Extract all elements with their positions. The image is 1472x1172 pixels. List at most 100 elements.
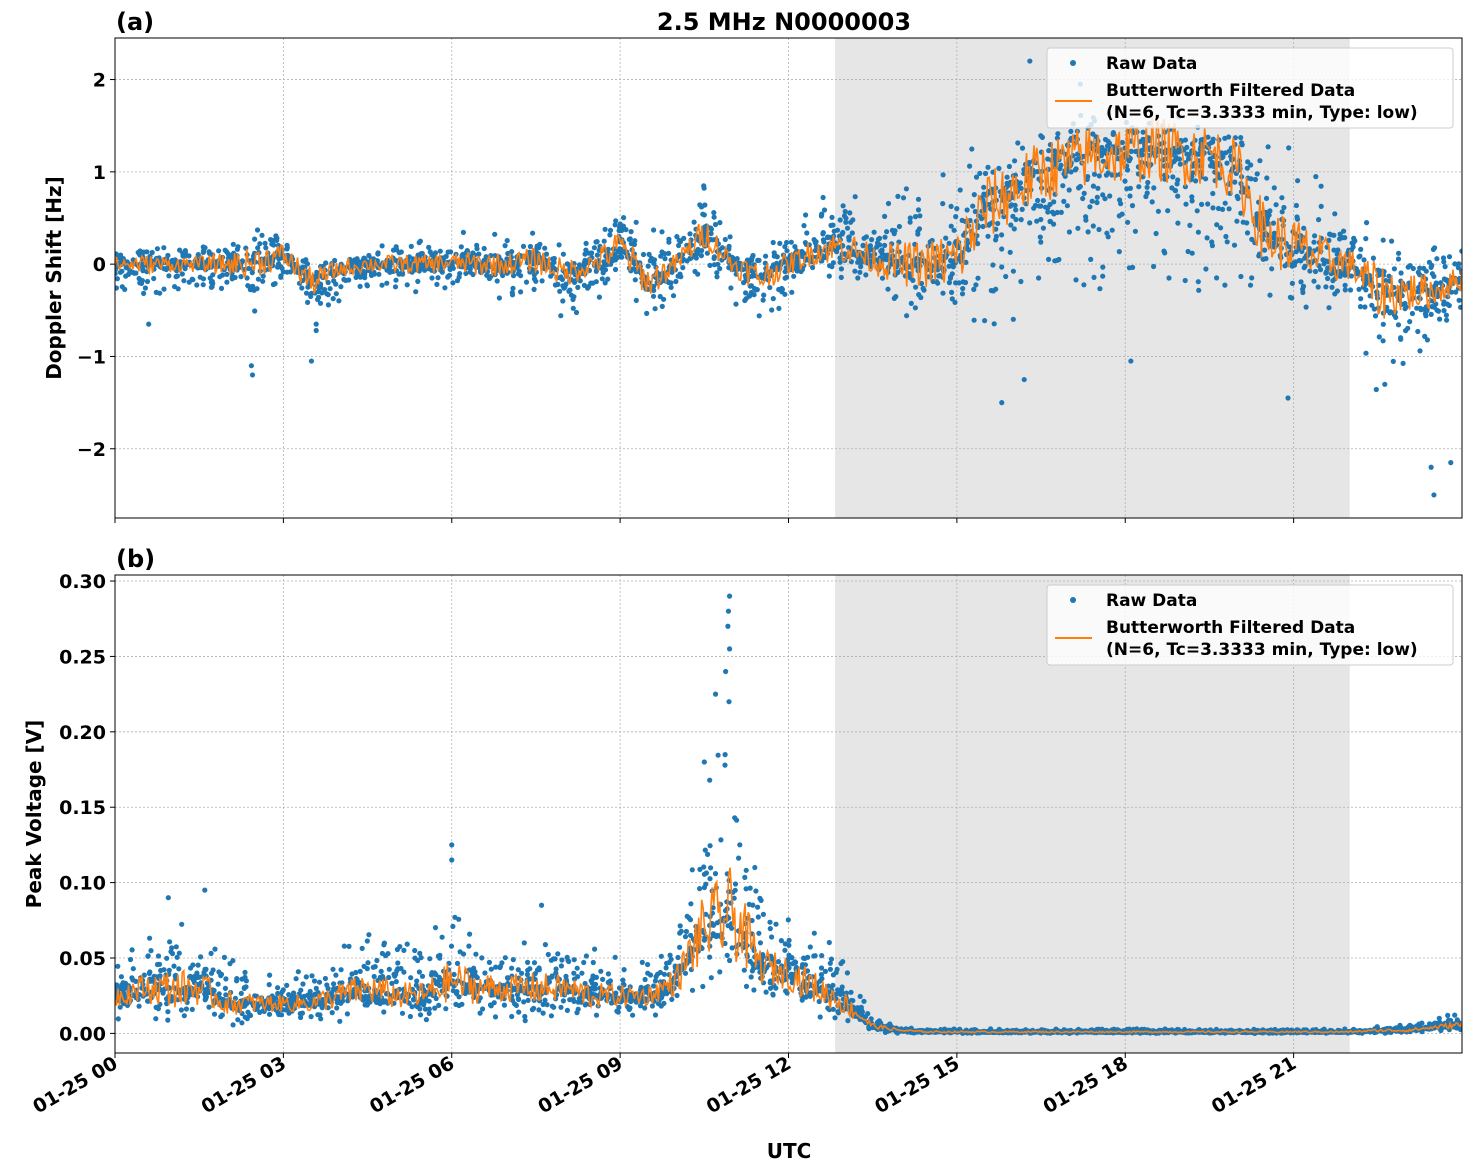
raw-point: [1356, 286, 1362, 292]
raw-point: [972, 208, 978, 215]
y-tick-label: 1: [93, 162, 106, 184]
raw-point: [727, 957, 733, 964]
raw-point: [1094, 194, 1100, 200]
raw-point: [571, 294, 577, 300]
raw-point: [239, 259, 245, 265]
raw-point: [1358, 296, 1364, 302]
raw-point: [785, 917, 791, 923]
legend-filtered-params: (N=6, Tc=3.3333 min, Type: low): [1106, 103, 1418, 123]
raw-point: [1327, 231, 1333, 237]
raw-point: [993, 286, 999, 292]
raw-point-outlier: [308, 358, 315, 364]
raw-point: [147, 969, 153, 975]
raw-point: [843, 215, 849, 221]
raw-point: [666, 250, 672, 256]
raw-point: [946, 280, 953, 286]
raw-point: [689, 867, 695, 873]
raw-point: [243, 978, 249, 984]
raw-point: [1011, 226, 1017, 232]
raw-point: [1422, 333, 1428, 339]
raw-point: [775, 959, 782, 965]
raw-point: [830, 1006, 836, 1012]
raw-point: [1001, 214, 1007, 220]
raw-point: [993, 237, 999, 243]
raw-point: [555, 951, 561, 957]
raw-point: [708, 865, 714, 871]
raw-point: [1129, 203, 1136, 209]
raw-point: [1441, 308, 1447, 314]
raw-point: [758, 897, 764, 904]
raw-point: [627, 1005, 633, 1011]
raw-point: [818, 965, 825, 971]
raw-point: [470, 968, 476, 975]
raw-point: [1222, 282, 1228, 288]
raw-point: [688, 932, 694, 939]
raw-point: [1331, 232, 1337, 238]
raw-point: [1035, 197, 1041, 204]
raw-point: [327, 286, 333, 292]
raw-point: [1342, 235, 1348, 241]
raw-point: [1100, 273, 1106, 279]
raw-point: [492, 231, 498, 237]
raw-point: [1400, 360, 1406, 366]
raw-point: [1341, 228, 1347, 234]
raw-point: [415, 278, 421, 284]
raw-point: [395, 966, 401, 972]
raw-point: [521, 999, 527, 1005]
raw-point: [305, 299, 311, 305]
raw-point: [1264, 215, 1270, 222]
raw-point: [357, 968, 363, 975]
raw-point: [165, 1009, 171, 1015]
raw-point: [1073, 277, 1079, 283]
raw-point: [238, 990, 244, 997]
raw-point: [1136, 184, 1142, 190]
raw-point: [1294, 216, 1301, 222]
raw-point: [1187, 222, 1193, 228]
raw-point: [330, 296, 336, 302]
raw-point: [1096, 226, 1102, 233]
raw-point: [516, 1009, 522, 1015]
raw-point: [401, 947, 407, 954]
raw-point: [1125, 219, 1131, 225]
raw-point: [630, 1012, 636, 1018]
raw-point: [202, 997, 208, 1003]
raw-point: [148, 948, 154, 954]
raw-point: [722, 762, 728, 768]
raw-point: [338, 284, 344, 290]
raw-point: [1441, 259, 1447, 265]
raw-point: [501, 982, 507, 989]
raw-point: [1295, 246, 1302, 252]
raw-point: [946, 240, 952, 246]
raw-point: [501, 1002, 507, 1008]
raw-point: [499, 960, 505, 966]
raw-point: [838, 266, 845, 272]
raw-point: [439, 934, 445, 940]
raw-point: [1055, 131, 1061, 137]
raw-point: [1088, 256, 1094, 262]
raw-point: [247, 1012, 254, 1019]
raw-point: [1205, 134, 1211, 140]
raw-point: [194, 282, 200, 288]
raw-point: [646, 251, 652, 257]
raw-point: [756, 930, 762, 936]
raw-point: [1149, 199, 1155, 205]
raw-point: [1013, 216, 1019, 223]
raw-point: [819, 953, 825, 959]
raw-point: [284, 982, 290, 989]
raw-point: [200, 282, 206, 288]
raw-point: [730, 255, 736, 261]
raw-point: [912, 214, 919, 220]
raw-point: [1287, 294, 1293, 300]
raw-point: [1190, 170, 1196, 176]
raw-point: [1335, 247, 1341, 253]
raw-point: [1170, 174, 1176, 180]
raw-point: [278, 273, 284, 279]
raw-point: [1151, 185, 1157, 191]
raw-point: [119, 284, 125, 290]
raw-point: [674, 234, 680, 240]
raw-point: [429, 275, 435, 281]
raw-point: [1019, 206, 1025, 212]
raw-point: [1432, 245, 1438, 251]
raw-point: [621, 215, 627, 221]
raw-point: [1018, 278, 1024, 285]
